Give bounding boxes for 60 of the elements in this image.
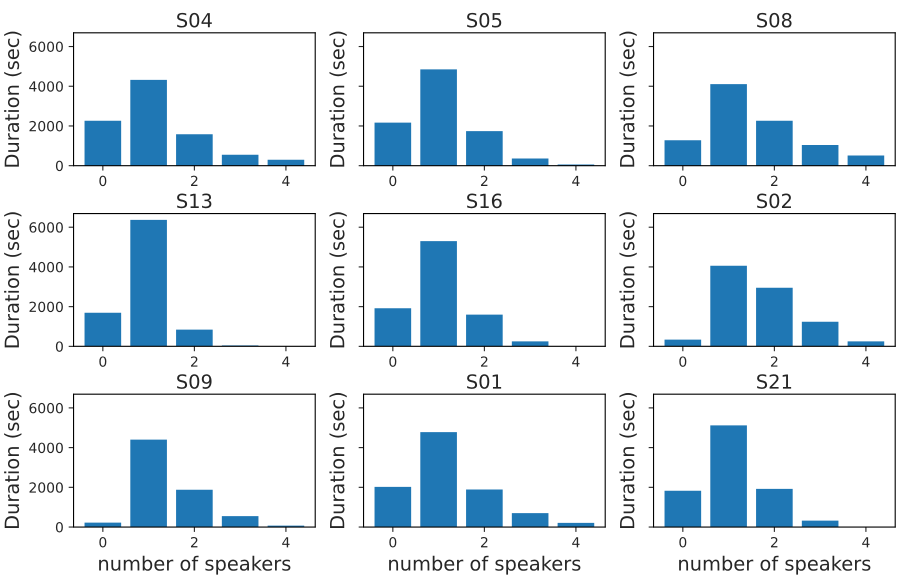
x-tick-label: 0 xyxy=(679,176,686,186)
y-tick-label: 0 xyxy=(56,341,63,352)
x-tick-label: 2 xyxy=(770,537,778,548)
y-axis-title: Duration (sec) xyxy=(4,392,22,528)
chart-title: S09 xyxy=(177,374,212,389)
x-tick-label: 4 xyxy=(282,176,290,186)
x-axis-title: number of speakers xyxy=(389,556,580,575)
x-tick-label: 4 xyxy=(862,537,870,548)
chart-title: S05 xyxy=(467,12,502,28)
x-tick-label: 0 xyxy=(679,356,686,367)
y-axis-title: Duration (sec) xyxy=(4,32,22,167)
chart-title: S13 xyxy=(177,194,212,208)
y-tick-label: 0 xyxy=(56,522,63,533)
y-tick-label: 4000 xyxy=(29,81,63,92)
x-tick-label: 4 xyxy=(282,537,290,548)
x-tick-label: 2 xyxy=(770,356,778,367)
y-tick-label: 6000 xyxy=(29,42,63,52)
x-tick-label: 2 xyxy=(190,176,198,186)
x-tick-label: 2 xyxy=(190,356,198,367)
x-tick-label: 0 xyxy=(99,176,106,186)
x-tick-label: 2 xyxy=(770,176,778,186)
y-axis-title: Duration (sec) xyxy=(4,212,22,348)
y-tick-label: 4000 xyxy=(29,442,63,454)
y-axis-title: Duration (sec) xyxy=(329,32,347,167)
y-tick-label: 2000 xyxy=(30,302,63,312)
y-tick-label: 6000 xyxy=(29,402,63,414)
x-tick-label: 4 xyxy=(862,176,870,186)
y-tick-label: 4000 xyxy=(29,262,63,272)
chart-title: S16 xyxy=(467,194,502,208)
y-tick-label: 0 xyxy=(56,160,63,172)
x-axis-title: number of speakers xyxy=(99,556,290,575)
y-tick-label: 2000 xyxy=(30,482,63,493)
y-axis-title: Duration (sec) xyxy=(619,392,637,528)
x-tick-label: 4 xyxy=(572,176,580,186)
x-tick-label: 4 xyxy=(282,356,290,367)
x-tick-label: 4 xyxy=(862,356,870,367)
x-tick-label: 0 xyxy=(389,356,396,367)
chart-title: S04 xyxy=(177,12,212,28)
y-tick-label: 6000 xyxy=(29,222,63,233)
x-tick-label: 4 xyxy=(572,537,580,548)
chart-title: S21 xyxy=(757,374,792,389)
x-tick-label: 2 xyxy=(480,537,488,548)
x-tick-label: 2 xyxy=(190,537,198,548)
y-axis-title: Duration (sec) xyxy=(329,392,347,528)
y-tick-label: 2000 xyxy=(30,120,63,132)
x-tick-label: 4 xyxy=(572,356,580,367)
x-tick-label: 2 xyxy=(480,356,488,367)
y-axis-title: Duration (sec) xyxy=(619,32,637,167)
y-axis-title: Duration (sec) xyxy=(619,212,637,348)
x-tick-label: 0 xyxy=(389,176,396,186)
chart-title: S08 xyxy=(757,12,792,28)
x-tick-label: 0 xyxy=(99,356,106,367)
y-axis-title: Duration (sec) xyxy=(329,212,347,348)
x-axis-title: number of speakers xyxy=(679,556,870,575)
x-tick-label: 0 xyxy=(99,537,106,548)
chart-title: S01 xyxy=(467,374,502,389)
chart-title: S02 xyxy=(757,194,791,208)
x-tick-label: 0 xyxy=(679,537,686,548)
x-tick-label: 2 xyxy=(480,176,488,186)
x-tick-label: 0 xyxy=(389,537,396,548)
